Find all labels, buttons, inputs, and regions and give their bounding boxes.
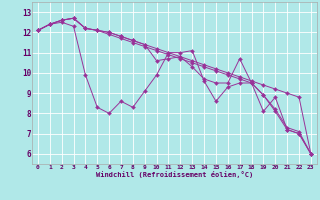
X-axis label: Windchill (Refroidissement éolien,°C): Windchill (Refroidissement éolien,°C) (96, 171, 253, 178)
